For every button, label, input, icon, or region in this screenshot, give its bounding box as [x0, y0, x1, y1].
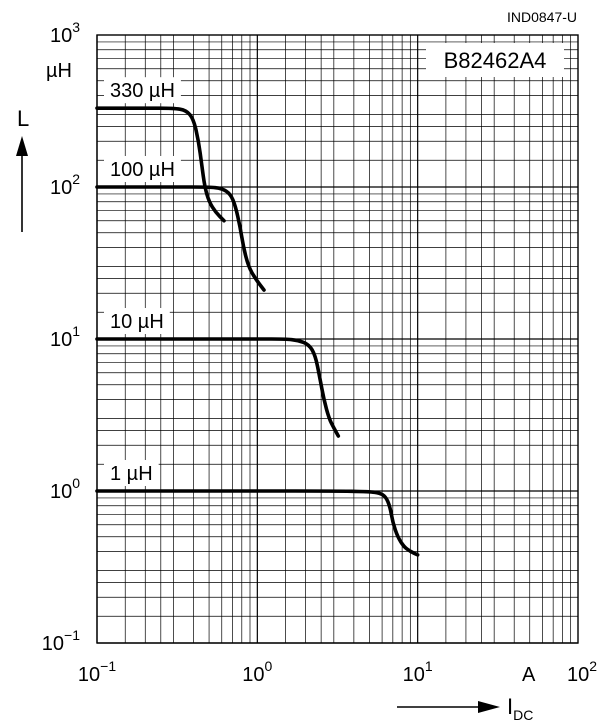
- y-axis-label: L: [17, 106, 29, 131]
- x-axis-arrow: [397, 701, 500, 713]
- series-label-bg: [104, 308, 170, 334]
- y-tick-label: 103: [50, 19, 80, 47]
- figure-id: IND0847-U: [507, 9, 577, 25]
- x-tick-label: 102: [567, 658, 597, 686]
- series-label: 100 µH: [110, 159, 175, 181]
- part-number-box: [426, 43, 564, 77]
- part-number: B82462A4: [444, 48, 547, 73]
- curve: [95, 185, 266, 292]
- y-tick-label: 100: [50, 475, 80, 503]
- x-axis-label-main: I: [507, 694, 513, 719]
- y-tick-label: 102: [50, 171, 80, 199]
- curve: [95, 106, 226, 223]
- series-label-bg: [104, 156, 181, 182]
- x-tick-label: 100: [242, 658, 272, 686]
- y-axis-arrow: [16, 136, 28, 232]
- tick-labels: 10−1 100 101 102 103 102 101 100 10−1: [42, 19, 597, 686]
- x-tick-label: 101: [403, 658, 433, 686]
- y-tick-label: 10−1: [42, 627, 80, 655]
- x-axis-label: IDC: [507, 694, 533, 723]
- y-tick-label: 101: [50, 323, 80, 351]
- x-axis-label-subscript: DC: [513, 707, 533, 723]
- x-unit-label: A: [522, 664, 536, 686]
- y-unit-label: µH: [46, 60, 72, 82]
- curves: 330 µH 100 µH 10 µH 1 µH: [95, 77, 420, 557]
- curve: [95, 489, 420, 557]
- x-tick-label: 10−1: [78, 658, 116, 686]
- series-label: 10 µH: [110, 311, 164, 333]
- curve: [95, 337, 341, 438]
- series-label: 1 µH: [110, 463, 153, 485]
- series-label-bg: [104, 77, 181, 104]
- series-label: 330 µH: [110, 80, 175, 102]
- series-label-bg: [104, 460, 159, 486]
